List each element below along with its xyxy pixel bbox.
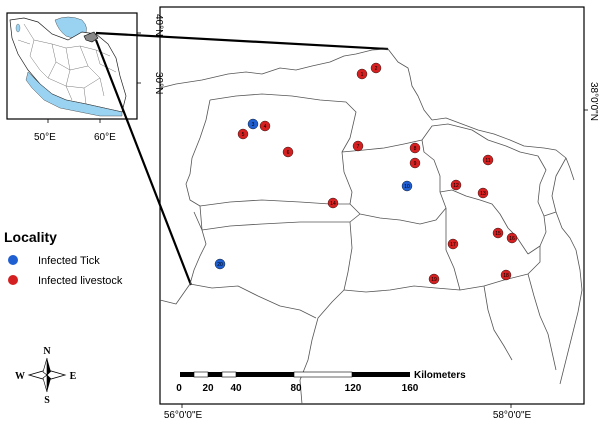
point-label: 8 bbox=[414, 146, 417, 152]
point-4[interactable]: 4 bbox=[259, 120, 271, 132]
point-label: 16 bbox=[509, 236, 515, 242]
point-label: 1 bbox=[361, 72, 364, 78]
compass-s: S bbox=[44, 395, 50, 406]
legend-marker-livestock bbox=[8, 275, 18, 285]
study-area-highlight bbox=[83, 31, 99, 43]
point-label: 3 bbox=[252, 122, 255, 128]
point-label: 20 bbox=[217, 262, 223, 268]
inset-lon-label-50: 50°E bbox=[34, 132, 56, 143]
point-label: 4 bbox=[264, 124, 267, 130]
point-label: 18 bbox=[503, 273, 509, 279]
point-label: 15 bbox=[495, 231, 501, 237]
point-marker bbox=[327, 197, 339, 209]
point-9[interactable]: 9 bbox=[409, 157, 421, 169]
zoom-lines bbox=[94, 31, 389, 286]
point-label: 19 bbox=[431, 277, 437, 283]
main-map-frame bbox=[159, 6, 585, 405]
compass: N S W E bbox=[15, 346, 77, 406]
point-marker bbox=[428, 273, 440, 285]
point-marker bbox=[247, 118, 259, 130]
point-label: 14 bbox=[330, 201, 336, 207]
inset-provinces bbox=[17, 23, 117, 105]
point-marker bbox=[500, 269, 512, 281]
main-lat-label-38: 38°0'0"N bbox=[588, 82, 599, 121]
lake-urmia bbox=[15, 23, 21, 33]
point-label: 9 bbox=[414, 161, 417, 167]
point-label: 7 bbox=[357, 144, 360, 150]
point-18[interactable]: 18 bbox=[500, 269, 512, 281]
point-label: 17 bbox=[450, 242, 456, 248]
scale-tick-40: 40 bbox=[230, 383, 242, 394]
scale-tick-160: 160 bbox=[402, 383, 419, 394]
point-marker bbox=[214, 258, 226, 270]
point-10[interactable]: 10 bbox=[401, 180, 413, 192]
point-20[interactable]: 20 bbox=[214, 258, 226, 270]
point-marker bbox=[482, 154, 494, 166]
legend-marker-tick bbox=[8, 255, 18, 265]
point-marker bbox=[447, 238, 459, 250]
point-marker bbox=[356, 68, 368, 80]
point-marker bbox=[477, 187, 489, 199]
compass-e: E bbox=[70, 371, 77, 382]
scale-bar: Kilometers 0 20 40 80 120 160 bbox=[176, 370, 466, 394]
point-label: 6 bbox=[287, 150, 290, 156]
point-1[interactable]: 1 bbox=[356, 68, 368, 80]
inset-map: 40°N 30°N 50°E 60°E bbox=[6, 12, 164, 143]
point-label: 11 bbox=[485, 158, 490, 164]
compass-n: N bbox=[43, 346, 51, 357]
point-3[interactable]: 3 bbox=[247, 118, 259, 130]
point-marker bbox=[450, 179, 462, 191]
point-19[interactable]: 19 bbox=[428, 273, 440, 285]
persian-gulf bbox=[25, 71, 123, 117]
scale-tick-0: 0 bbox=[176, 383, 182, 394]
point-label: 10 bbox=[404, 184, 410, 190]
point-6[interactable]: 6 bbox=[282, 146, 294, 158]
point-label: 12 bbox=[453, 183, 459, 189]
main-lon-label-56: 56°0'0"E bbox=[164, 410, 203, 421]
scale-tick-120: 120 bbox=[345, 383, 362, 394]
point-marker bbox=[492, 227, 504, 239]
scale-tick-80: 80 bbox=[290, 383, 302, 394]
point-marker bbox=[352, 140, 364, 152]
scale-unit: Kilometers bbox=[414, 370, 466, 381]
point-label: 5 bbox=[242, 132, 245, 138]
point-12[interactable]: 12 bbox=[450, 179, 462, 191]
point-marker bbox=[259, 120, 271, 132]
compass-w: W bbox=[15, 371, 25, 382]
points-layer: 1 2 3 4 5 6 7 8 9 10 11 12 13 14 15 16 1… bbox=[214, 62, 518, 285]
legend-label-livestock: Infected livestock bbox=[38, 275, 123, 287]
point-label: 13 bbox=[480, 191, 486, 197]
point-15[interactable]: 15 bbox=[492, 227, 504, 239]
scale-tick-20: 20 bbox=[202, 383, 214, 394]
region-boundaries bbox=[159, 48, 583, 405]
main-lon-label-58: 58°0'0"E bbox=[493, 410, 532, 421]
point-14[interactable]: 14 bbox=[327, 197, 339, 209]
point-7[interactable]: 7 bbox=[352, 140, 364, 152]
inset-lat-label-30: 30°N bbox=[153, 72, 164, 94]
point-marker bbox=[401, 180, 413, 192]
point-marker bbox=[409, 157, 421, 169]
inset-lat-label-40: 40°N bbox=[153, 14, 164, 36]
point-marker bbox=[409, 142, 421, 154]
point-marker bbox=[506, 232, 518, 244]
point-16[interactable]: 16 bbox=[506, 232, 518, 244]
point-13[interactable]: 13 bbox=[477, 187, 489, 199]
point-11[interactable]: 11 bbox=[482, 154, 494, 166]
point-marker bbox=[370, 62, 382, 74]
point-17[interactable]: 17 bbox=[447, 238, 459, 250]
point-5[interactable]: 5 bbox=[237, 128, 249, 140]
point-label: 2 bbox=[375, 66, 378, 72]
point-marker bbox=[282, 146, 294, 158]
point-2[interactable]: 2 bbox=[370, 62, 382, 74]
point-marker bbox=[237, 128, 249, 140]
legend-label-tick: Infected Tick bbox=[38, 255, 100, 267]
point-8[interactable]: 8 bbox=[409, 142, 421, 154]
inset-lon-label-60: 60°E bbox=[94, 132, 116, 143]
legend: Locality Infected Tick Infected livestoc… bbox=[4, 229, 123, 287]
legend-title: Locality bbox=[4, 229, 57, 245]
